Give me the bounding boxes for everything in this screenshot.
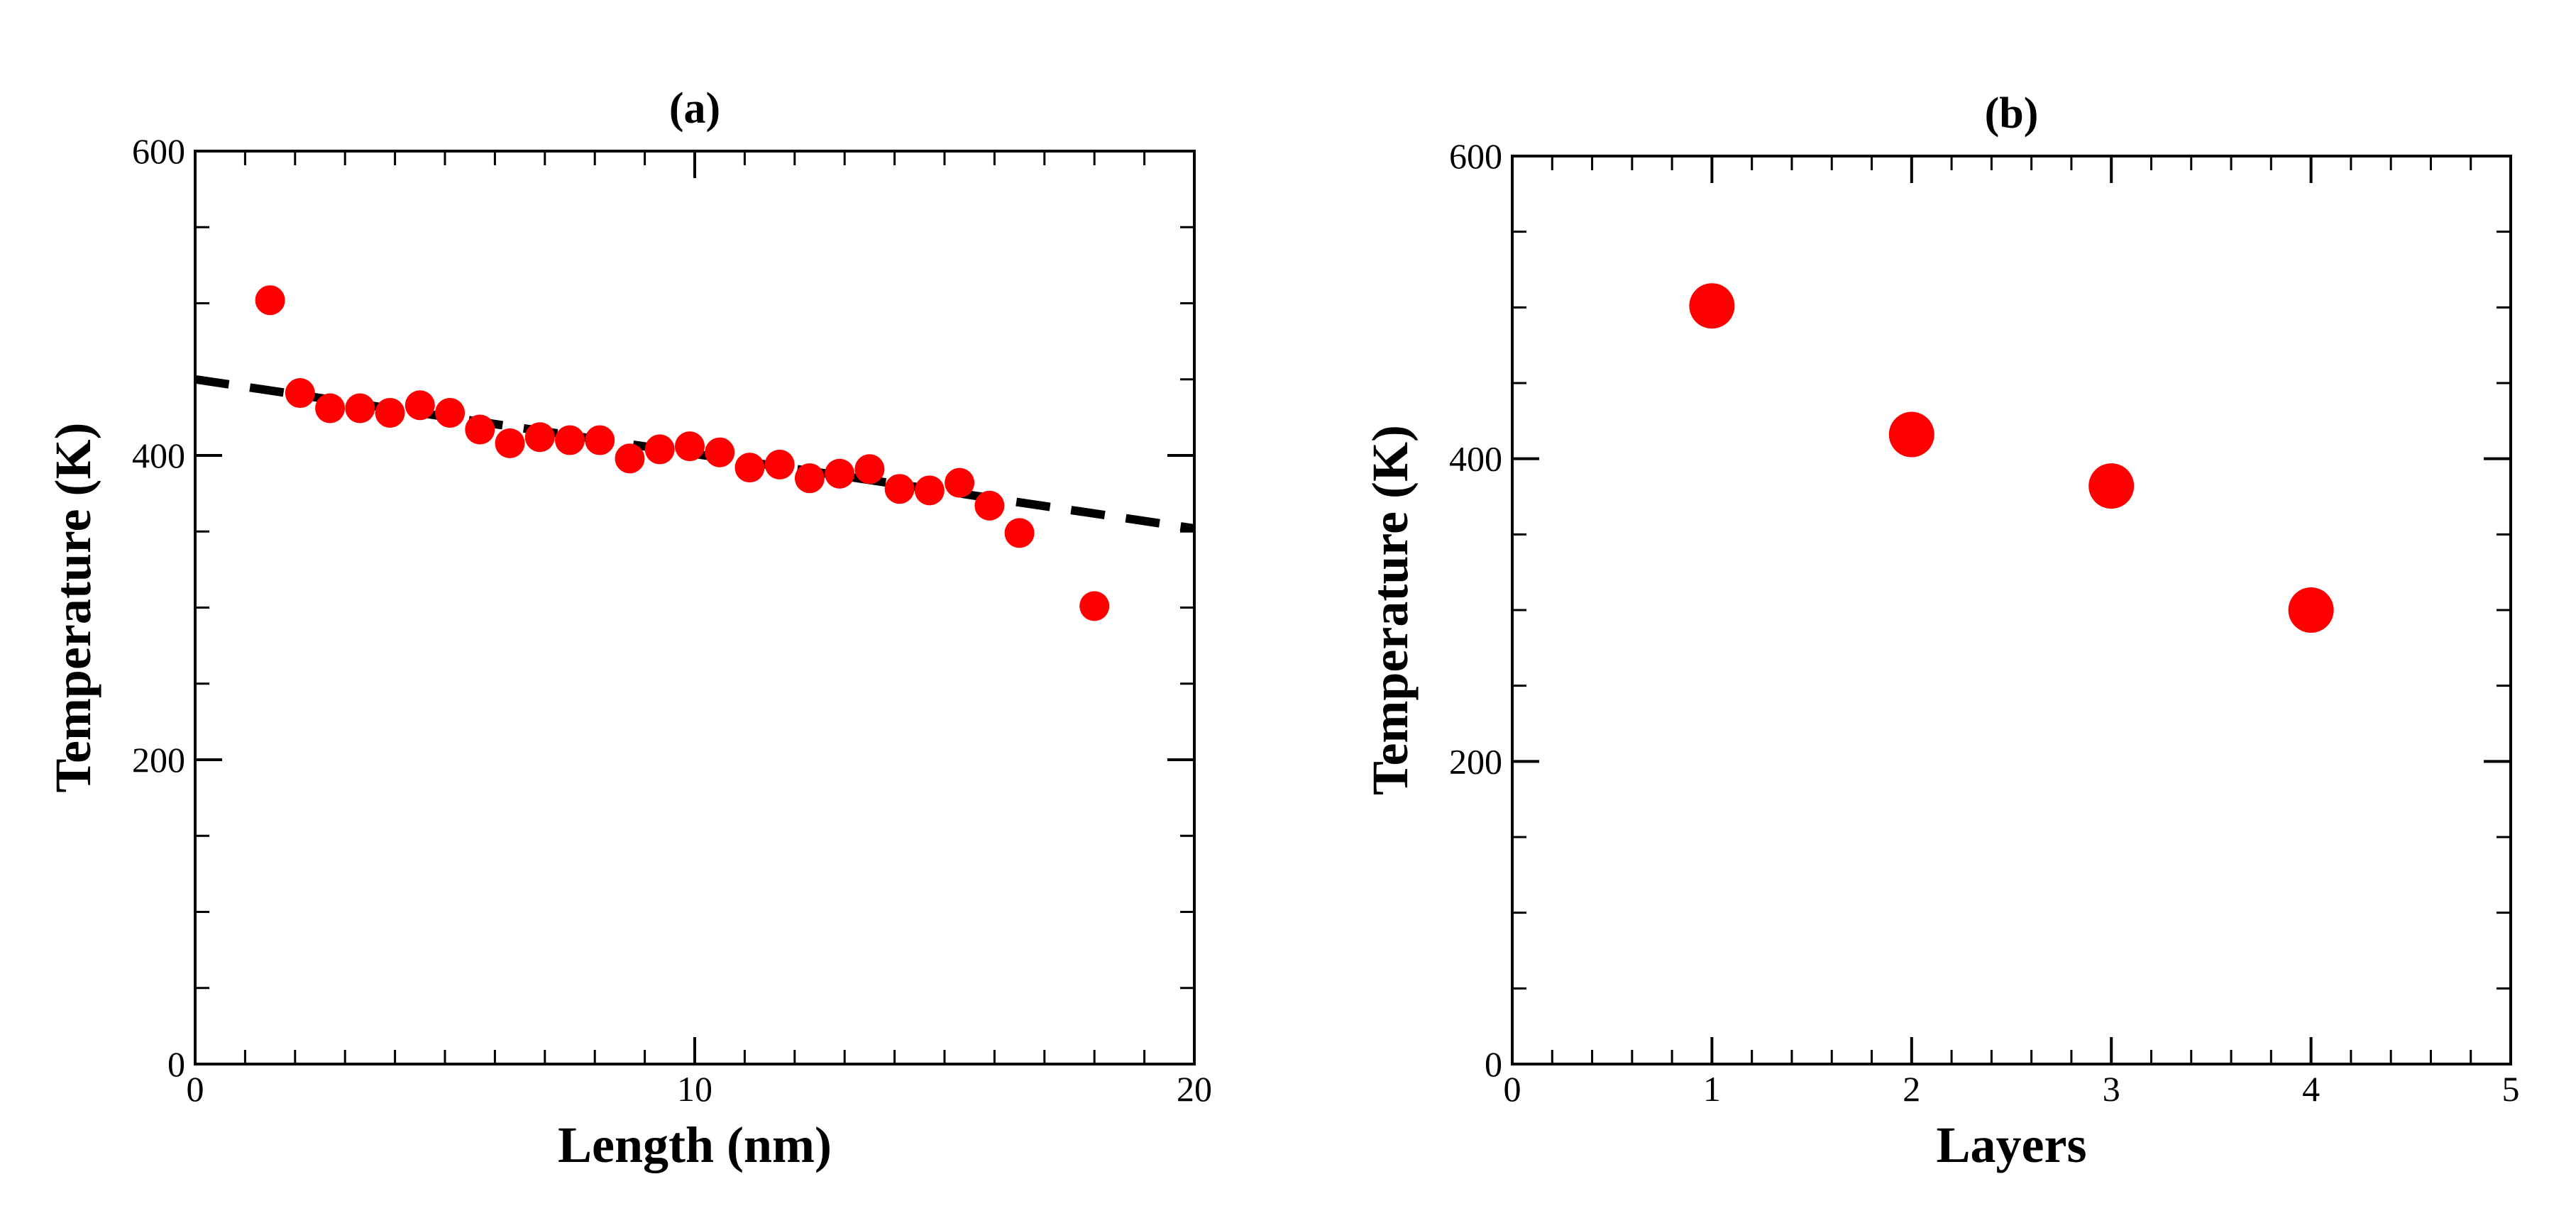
data-point xyxy=(974,490,1005,521)
data-point xyxy=(854,454,885,485)
data-point xyxy=(615,443,645,474)
data-point xyxy=(914,475,945,506)
panel-b-title: (b) xyxy=(1985,89,2039,138)
data-point xyxy=(644,434,675,465)
x-tick-label: 1 xyxy=(1703,1069,1721,1109)
y-tick-label: 0 xyxy=(167,1044,185,1084)
panel-a-y-axis-label: Temperature (K) xyxy=(45,423,101,793)
data-point xyxy=(2288,587,2334,633)
data-point xyxy=(794,463,825,494)
data-point xyxy=(495,428,525,458)
data-point xyxy=(705,437,735,467)
panel-a: (a) Length (nm) Temperature (K) 0 10 20020… xyxy=(45,84,1212,1173)
data-point xyxy=(825,458,855,489)
x-tick-label: 0 xyxy=(1504,1069,1521,1109)
y-tick-label: 400 xyxy=(1449,439,1502,479)
panel-a-plot-frame xyxy=(194,150,1196,1065)
data-point xyxy=(524,422,555,453)
panel-b-ticks: 0 1 2 3 4 5 0 200 400 600 xyxy=(1449,136,2520,1109)
panel-b-y-axis-label: Temperature (K) xyxy=(1362,425,1419,795)
data-point xyxy=(884,474,915,504)
panel-b-marks xyxy=(1689,283,2334,633)
y-tick-label: 600 xyxy=(1449,136,1502,176)
panel-b-x-axis-label: Layers xyxy=(1937,1117,2087,1173)
panel-a-x-axis-label: Length (nm) xyxy=(558,1117,832,1173)
data-point xyxy=(674,431,705,462)
x-tick-label: 20 xyxy=(1177,1069,1212,1109)
data-point xyxy=(1079,591,1110,621)
x-tick-label: 3 xyxy=(2103,1069,2120,1109)
data-point xyxy=(555,425,585,455)
x-tick-label: 0 xyxy=(187,1069,204,1109)
data-point xyxy=(404,390,435,421)
y-tick-label: 0 xyxy=(1485,1044,1502,1084)
y-tick-label: 600 xyxy=(132,131,185,171)
data-point xyxy=(285,378,315,409)
x-tick-label: 4 xyxy=(2302,1069,2320,1109)
data-point xyxy=(734,453,765,483)
panel-b-plot-frame xyxy=(1511,155,2512,1065)
data-point xyxy=(1888,411,1934,458)
data-point xyxy=(945,467,975,498)
data-point xyxy=(1689,283,1735,329)
y-tick-label: 400 xyxy=(132,436,185,475)
panel-a-title: (a) xyxy=(669,84,720,133)
panel-a-marks xyxy=(194,285,1195,621)
data-point xyxy=(375,397,405,428)
data-point xyxy=(345,393,375,423)
x-tick-label: 5 xyxy=(2502,1069,2520,1109)
data-point xyxy=(465,414,495,445)
data-point xyxy=(764,449,795,480)
y-tick-label: 200 xyxy=(132,740,185,780)
data-point xyxy=(2088,463,2135,509)
data-point xyxy=(435,397,466,428)
y-tick-label: 200 xyxy=(1449,741,1502,781)
x-tick-label: 10 xyxy=(677,1069,712,1109)
panel-b: (b) Layers Temperature (K) 0 1 2 3 4 5 0 200 400… xyxy=(1362,89,2520,1173)
data-point xyxy=(585,425,615,455)
x-tick-label: 2 xyxy=(1903,1069,1920,1109)
data-point xyxy=(1004,518,1035,548)
data-point xyxy=(255,285,285,316)
data-point xyxy=(315,393,346,423)
